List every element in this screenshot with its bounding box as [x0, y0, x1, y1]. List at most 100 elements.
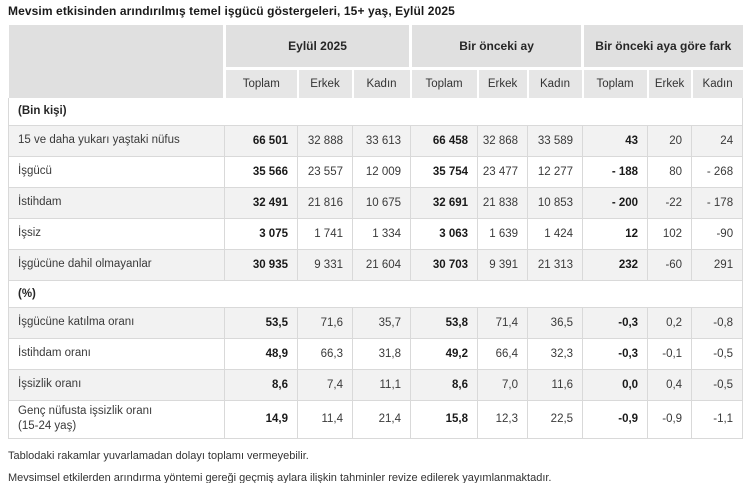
data-cell: 30 935: [224, 249, 298, 281]
section-label: (%): [7, 280, 744, 308]
data-cell: 10 853: [527, 187, 584, 219]
indicators-table: Eylül 2025 Bir önceki ay Bir önceki aya …: [7, 25, 744, 439]
col-header-erkek-1: Erkek: [296, 68, 353, 98]
data-cell: 33 613: [352, 125, 412, 157]
data-cell: 3 075: [224, 218, 298, 250]
data-cell: 35,7: [352, 307, 412, 339]
data-cell: 8,6: [224, 369, 298, 401]
data-cell: 32 691: [410, 187, 479, 219]
data-cell: -0,8: [691, 307, 744, 339]
table-row: İşsizlik oranı 8,6 7,4 11,1 8,6 7,0 11,6 0,0 0,4…: [8, 369, 744, 401]
row-label: İstihdam: [8, 187, 225, 219]
data-cell: 0,4: [647, 369, 693, 401]
data-cell: -0,5: [691, 338, 744, 370]
col-header-toplam-2: Toplam: [409, 68, 478, 98]
data-cell: 66 458: [410, 125, 479, 157]
data-cell: 15,8: [410, 400, 479, 439]
data-cell: - 200: [582, 187, 649, 219]
table-row: İstihdam oranı 48,9 66,3 31,8 49,2 66,4 32,3 -0…: [8, 338, 744, 370]
data-cell: 23 477: [477, 156, 529, 188]
data-cell: -60: [647, 249, 693, 281]
col-header-toplam-3: Toplam: [581, 68, 648, 98]
col-header-erkek-3: Erkek: [646, 68, 692, 98]
data-cell: -0,5: [691, 369, 744, 401]
data-cell: 33 589: [527, 125, 584, 157]
data-cell: 21 313: [527, 249, 584, 281]
table-row: İşgücü 35 566 23 557 12 009 35 754 23 477 12 2…: [8, 156, 744, 188]
data-cell: 71,4: [477, 307, 529, 339]
footnote-rounding: Tablodaki rakamlar yuvarlamadan dolayı t…: [8, 449, 309, 462]
data-cell: 35 754: [410, 156, 479, 188]
data-cell: 14,9: [224, 400, 298, 439]
data-cell: -0,9: [647, 400, 693, 439]
data-cell: 21 816: [297, 187, 353, 219]
row-label: 15 ve daha yukarı yaştaki nüfus: [8, 125, 225, 157]
table-row: İşgücüne katılma oranı 53,5 71,6 35,7 53,8 71…: [8, 307, 744, 339]
data-cell: 24: [691, 125, 744, 157]
row-label: İşgücüne katılma oranı: [8, 307, 225, 339]
data-cell: 12: [582, 218, 649, 250]
table-row: İstihdam 32 491 21 816 10 675 32 691 21 838 10…: [8, 187, 744, 219]
data-cell: 1 741: [297, 218, 353, 250]
data-cell: -0,9: [582, 400, 649, 439]
col-header-erkek-2: Erkek: [476, 68, 528, 98]
column-group-row: Eylül 2025 Bir önceki ay Bir önceki aya …: [8, 25, 743, 98]
data-cell: -0,3: [582, 338, 649, 370]
data-cell: 0,2: [647, 307, 693, 339]
data-cell: 291: [691, 249, 744, 281]
data-cell: 32,3: [527, 338, 584, 370]
sub-header-row: Toplam Erkek Kadın Toplam Erkek Kadın To…: [9, 68, 743, 98]
data-cell: 48,9: [224, 338, 298, 370]
data-cell: 21 604: [352, 249, 412, 281]
data-cell: - 188: [582, 156, 649, 188]
corner-cell: [8, 25, 226, 98]
section-label: (Bin kişi): [7, 98, 744, 126]
data-cell: - 178: [691, 187, 744, 219]
data-cell: -1,1: [691, 400, 744, 439]
data-cell: 12 277: [527, 156, 584, 188]
col-header-kadin-1: Kadın: [351, 68, 411, 98]
data-cell: 49,2: [410, 338, 479, 370]
data-cell: 1 424: [527, 218, 584, 250]
data-cell: 7,4: [297, 369, 353, 401]
data-cell: 20: [647, 125, 693, 157]
data-cell: 66,3: [297, 338, 353, 370]
table-row: İşsiz 3 075 1 741 1 334 3 063 1 639 1 424 12 102…: [8, 218, 744, 250]
column-group-onceki-ay: Bir önceki ay: [409, 25, 583, 70]
data-cell: 31,8: [352, 338, 412, 370]
data-cell: 66 501: [224, 125, 298, 157]
data-cell: - 268: [691, 156, 744, 188]
row-label: İşgücüne dahil olmayanlar: [8, 249, 225, 281]
data-cell: 8,6: [410, 369, 479, 401]
data-cell: 1 639: [477, 218, 529, 250]
data-cell: 232: [582, 249, 649, 281]
col-header-kadin-3: Kadın: [690, 68, 743, 98]
row-label: İşsiz: [8, 218, 225, 250]
data-cell: 0,0: [582, 369, 649, 401]
table-row: İşgücüne dahil olmayanlar 30 935 9 331 21 6…: [8, 249, 744, 281]
data-cell: 32 868: [477, 125, 529, 157]
data-cell: 23 557: [297, 156, 353, 188]
section-row: (Bin kişi): [7, 98, 744, 126]
data-cell: 53,5: [224, 307, 298, 339]
data-cell: 71,6: [297, 307, 353, 339]
section-row: (%): [7, 280, 744, 308]
column-group-fark: Bir önceki aya göre fark: [581, 25, 743, 70]
col-header-kadin-2: Kadın: [526, 68, 583, 98]
data-cell: 80: [647, 156, 693, 188]
footnote-revision: Mevsimsel etkilerden arındırma yöntemi g…: [8, 471, 552, 483]
data-cell: -22: [647, 187, 693, 219]
data-cell: 11,4: [297, 400, 353, 439]
data-cell: 32 491: [224, 187, 298, 219]
page-title: Mevsim etkisinden arındırılmış temel işg…: [8, 4, 455, 18]
data-cell: 35 566: [224, 156, 298, 188]
row-label: İşgücü: [8, 156, 225, 188]
data-cell: 12 009: [352, 156, 412, 188]
data-cell: 22,5: [527, 400, 584, 439]
data-cell: 36,5: [527, 307, 584, 339]
data-cell: 43: [582, 125, 649, 157]
data-cell: 102: [647, 218, 693, 250]
data-cell: 11,1: [352, 369, 412, 401]
data-cell: 21 838: [477, 187, 529, 219]
